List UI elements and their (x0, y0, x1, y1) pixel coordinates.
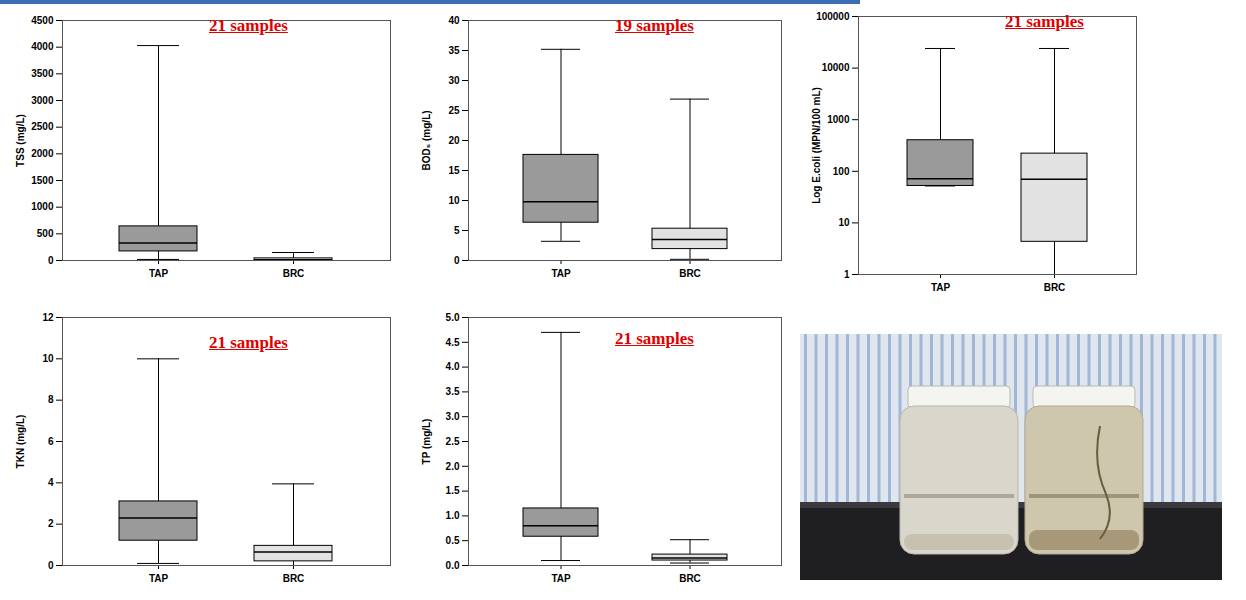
svg-text:2000: 2000 (31, 148, 54, 159)
svg-text:TAP: TAP (551, 573, 571, 584)
svg-text:100: 100 (833, 166, 850, 177)
svg-text:8: 8 (48, 394, 54, 405)
svg-text:2: 2 (48, 518, 54, 529)
svg-text:TAP: TAP (149, 268, 169, 279)
svg-text:0.5: 0.5 (446, 535, 460, 546)
svg-text:5: 5 (454, 225, 460, 236)
svg-text:BRC: BRC (679, 268, 701, 279)
svg-text:TSS (mg/L): TSS (mg/L) (15, 114, 26, 167)
svg-text:1.5: 1.5 (446, 485, 460, 496)
svg-text:40: 40 (448, 15, 460, 26)
svg-text:10000: 10000 (822, 62, 850, 73)
svg-text:BOD₅ (mg/L): BOD₅ (mg/L) (421, 110, 432, 170)
html-text:21 samples: 21 samples (1005, 12, 1084, 31)
svg-text:10: 10 (448, 195, 460, 206)
svg-text:TAP: TAP (551, 268, 571, 279)
svg-text:2.5: 2.5 (446, 436, 460, 447)
svg-text:1000: 1000 (827, 114, 850, 125)
html-text:19 samples: 19 samples (615, 16, 694, 35)
svg-text:TAP: TAP (149, 573, 169, 584)
svg-text:TKN (mg/L): TKN (mg/L) (15, 415, 26, 469)
svg-text:5.0: 5.0 (446, 312, 460, 323)
svg-text:1.0: 1.0 (446, 510, 460, 521)
svg-text:3500: 3500 (31, 68, 54, 79)
svg-text:3.0: 3.0 (446, 411, 460, 422)
svg-text:100000: 100000 (816, 11, 850, 22)
svg-text:30: 30 (448, 75, 460, 86)
svg-text:0.0: 0.0 (446, 560, 460, 571)
svg-text:35: 35 (448, 45, 460, 56)
svg-text:Log E.coli (MPN/100 mL): Log E.coli (MPN/100 mL) (811, 87, 822, 204)
svg-text:0: 0 (48, 560, 54, 571)
svg-text:2500: 2500 (31, 121, 54, 132)
svg-text:4: 4 (48, 477, 54, 488)
svg-text:4500: 4500 (31, 15, 54, 26)
svg-text:12: 12 (42, 312, 54, 323)
svg-text:0: 0 (48, 255, 54, 266)
svg-text:500: 500 (37, 228, 54, 239)
svg-text:TP (mg/L): TP (mg/L) (421, 419, 432, 465)
svg-text:TAP: TAP (931, 282, 951, 293)
svg-text:4.0: 4.0 (446, 361, 460, 372)
svg-text:3000: 3000 (31, 95, 54, 106)
svg-text:10: 10 (42, 353, 54, 364)
svg-text:BRC: BRC (679, 573, 701, 584)
svg-text:BRC: BRC (283, 573, 305, 584)
svg-text:4.5: 4.5 (446, 337, 460, 348)
svg-text:1500: 1500 (31, 175, 54, 186)
svg-text:4000: 4000 (31, 41, 54, 52)
svg-text:6: 6 (48, 436, 54, 447)
svg-text:20: 20 (448, 135, 460, 146)
html-text:21 samples: 21 samples (209, 333, 288, 352)
svg-text:25: 25 (448, 105, 460, 116)
svg-text:BRC: BRC (283, 268, 305, 279)
svg-text:10: 10 (838, 217, 850, 228)
svg-text:1000: 1000 (31, 201, 54, 212)
svg-text:15: 15 (448, 165, 460, 176)
svg-text:2.0: 2.0 (446, 461, 460, 472)
svg-text:0: 0 (454, 255, 460, 266)
html-text:21 samples: 21 samples (615, 329, 694, 348)
svg-text:1: 1 (844, 269, 850, 280)
svg-text:BRC: BRC (1044, 282, 1066, 293)
svg-text:3.5: 3.5 (446, 386, 460, 397)
html-text:21 samples: 21 samples (209, 16, 288, 35)
